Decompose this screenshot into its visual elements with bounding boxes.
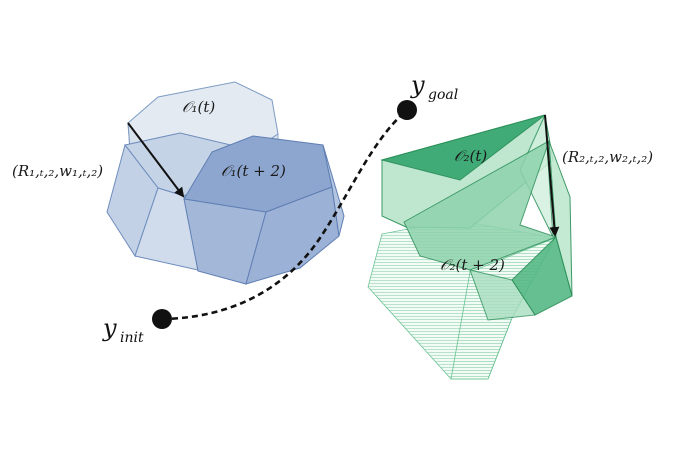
object1-time-t-plus-2 [183,135,345,285]
transform2-arrow [544,114,560,237]
y-goal-symbol: y [410,71,425,99]
object2-time-t [380,114,573,321]
transform1-arrow [127,122,185,198]
label-o2-t2: 𝒪₂(t + 2) [440,256,505,274]
init-point [152,309,172,329]
y-init-subscript: init [120,330,144,346]
label-o1-t2: 𝒪₁(t + 2) [221,162,286,180]
object1-body [106,132,241,271]
trajectory-path [161,109,408,321]
label-o2-t: 𝒪₂(t) [454,147,487,165]
label-o1-t: 𝒪₁(t) [182,98,215,116]
label-y-goal: y goal [410,71,458,103]
goal-point [397,100,417,120]
y-init-symbol: y [102,314,117,342]
y-goal-subscript: goal [428,87,458,103]
label-y-init: y init [102,314,144,346]
label-transform1: (R₁,ₜ,₂,w₁,ₜ,₂) [12,162,103,180]
label-transform2: (R₂,ₜ,₂,w₂,ₜ,₂) [562,148,653,166]
